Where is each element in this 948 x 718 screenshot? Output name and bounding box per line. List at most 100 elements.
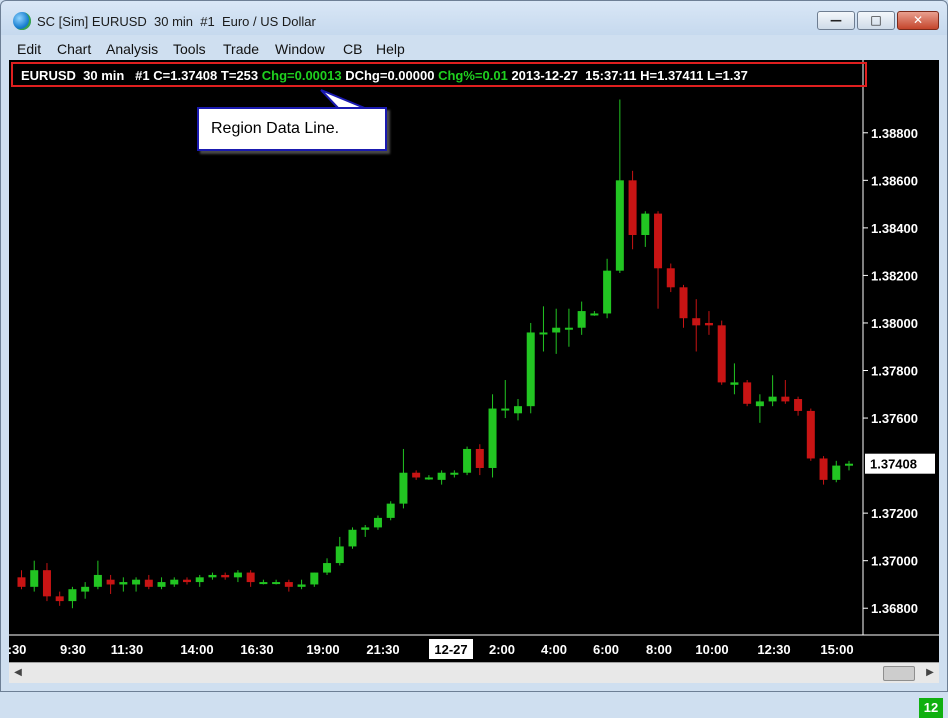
dl-trades: T=253 [220,68,259,83]
scroll-right-arrow-icon[interactable]: ▶ [926,667,934,678]
candle-down [42,570,51,597]
maximize-button[interactable]: □ [857,11,895,30]
candle-down [654,213,663,269]
price-axis-label: 1.38400 [871,221,918,236]
globe-icon [13,12,31,30]
bars-counter-badge: 12 [919,698,943,718]
candle-down [221,574,230,578]
candle-up [195,577,204,583]
dl-symbol: EURUSD [21,68,76,83]
dl-dchg: DChg=0.00000 [345,68,435,83]
candle-up [297,584,306,587]
candle-up [437,472,446,480]
scroll-left-arrow-icon[interactable]: ◀ [14,667,22,678]
candle-up [615,180,624,271]
dl-chart-num: #1 [135,68,150,83]
time-axis-label: 14:00 [180,642,213,657]
price-axis-label: 1.38000 [871,316,918,331]
candle-up [81,586,90,592]
candle-up [335,546,344,564]
time-axis-label: 11:30 [111,642,144,657]
candle-up [603,270,612,314]
dl-close: C=1.37408 [153,68,218,83]
candle-up [386,503,395,518]
candle-up [463,448,472,473]
candle-up [577,311,586,328]
menu-trade[interactable]: Trade [223,41,260,57]
candlestick-chart[interactable]: 1.38800 1.38600 1.38400 1.38200 1.38000 1.378… [9,60,939,662]
menu-help[interactable]: Help [376,41,405,57]
time-axis-label: 6:00 [593,642,619,657]
candle-up [564,327,573,330]
candle-up [170,579,179,585]
candle-up [93,574,102,587]
candle-up [233,572,242,578]
candle-up [132,579,141,585]
menu-edit[interactable]: Edit [17,41,42,57]
time-axis-label: 12:30 [757,642,790,657]
candle-up [361,527,370,530]
candle-down [717,325,726,383]
scroll-thumb[interactable] [883,666,915,681]
time-axis-label: 12-27 [434,642,467,657]
time-axis-label: 19:00 [306,642,339,657]
minimize-icon: — [830,13,842,27]
candle-down [666,268,675,288]
date-marker [429,639,473,659]
menu-chart[interactable]: Chart [57,41,92,57]
candle-up [526,332,535,407]
candle-down [55,596,64,602]
time-axis-label: 9:30 [60,642,86,657]
menu-bar: Edit Chart Analysis Tools Trade Window C… [7,39,937,59]
candle-down [144,579,153,587]
price-axis-label: 1.38800 [871,126,918,141]
time-axis-label: 15:00 [820,642,853,657]
candle-up [539,332,548,335]
candle-down [704,322,713,326]
candle-up [552,327,561,333]
chart-area[interactable]: 1.38800 1.38600 1.38400 1.38200 1.38000 1.378… [9,60,943,718]
callout-text: Region Data Line. [211,120,340,137]
candle-up [832,465,841,480]
price-axis-label: 1.36800 [871,601,918,616]
candle-down [692,318,701,326]
candle-up [119,582,128,585]
menu-tools[interactable]: Tools [173,41,206,57]
menu-analysis[interactable]: Analysis [106,41,159,57]
candle-up [755,401,764,407]
menu-window[interactable]: Window [275,41,325,57]
candle-down [794,399,803,411]
dl-chg-pct: Chg%=0.01 [438,68,508,83]
candle-up [768,396,777,402]
current-price-label: 1.37408 [870,457,917,472]
candle-down [246,572,255,583]
callout-box: Region Data Line. [197,107,387,151]
candle-up [272,582,281,585]
region-data-line: EURUSD 30 min #1 C=1.37408 T=253 Chg=0.0… [11,62,867,87]
candle-down [781,396,790,402]
candle-up [424,477,433,480]
candle-up [30,570,39,587]
candle-up [259,582,268,585]
title-bar[interactable]: SC [Sim] EURUSD 30 min #1 Euro / US Doll… [1,1,947,37]
candle-down [106,579,115,585]
menu-cb[interactable]: CB [343,41,363,57]
current-price-marker [865,453,935,474]
time-axis-label: :30 [9,642,26,657]
dl-chg: Chg=0.00013 [261,68,342,83]
price-axis-label: 1.37600 [871,411,918,426]
candle-up [730,382,739,385]
candle-down [412,472,421,478]
minimize-button[interactable]: — [817,11,855,30]
horizontal-scrollbar[interactable]: ◀ ▶ [9,662,939,683]
candle-down [743,382,752,404]
candle-up [488,408,497,468]
window-title: SC [Sim] EURUSD 30 min #1 Euro / US Doll… [37,14,316,29]
candle-up [373,517,382,528]
candle-up [323,563,332,573]
price-axis-label: 1.38200 [871,268,918,283]
price-axis-label: 1.38600 [871,173,918,188]
candle-up [501,408,510,411]
close-button[interactable]: ✕ [897,11,939,30]
